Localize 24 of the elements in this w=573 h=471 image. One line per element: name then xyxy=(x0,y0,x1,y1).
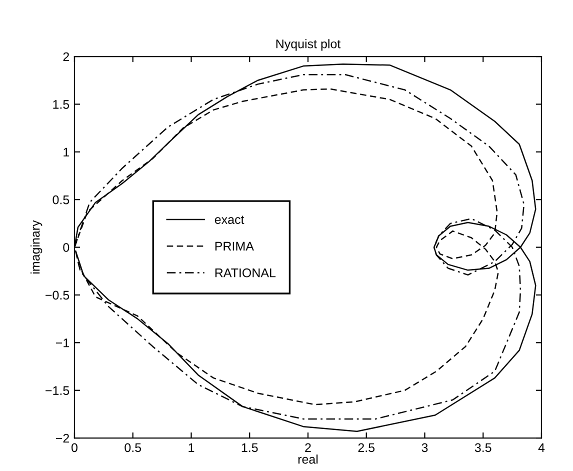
y-tick-label: 0.5 xyxy=(52,195,70,204)
y-tick-label: −1.5 xyxy=(46,386,70,395)
x-tick-label: 1 xyxy=(188,443,194,452)
x-tick-label: 2 xyxy=(305,443,311,452)
x-axis-title: real xyxy=(298,454,318,464)
x-tick-label: 1.5 xyxy=(242,443,258,452)
y-tick-label: 1.5 xyxy=(53,100,70,109)
legend-label: PRIMA xyxy=(215,242,254,251)
y-tick-label: 1 xyxy=(64,148,70,156)
x-tick-label: 0.5 xyxy=(124,443,142,452)
chart-title: Nyquist plot xyxy=(276,39,341,51)
x-tick-label: 4 xyxy=(538,443,545,452)
y-tick-label: −1 xyxy=(56,338,70,348)
y-tick-label: −0.5 xyxy=(46,290,70,300)
x-tick-label: 0 xyxy=(72,443,78,452)
y-tick-label: 2 xyxy=(63,52,69,62)
x-tick-label: 3.5 xyxy=(474,443,492,452)
y-tick-label: −2 xyxy=(56,434,69,443)
y-axis-title: imaginary xyxy=(30,220,42,274)
x-tick-label: 3 xyxy=(422,443,428,452)
y-tick-label: 0 xyxy=(63,243,70,252)
legend-label: RATIONAL xyxy=(215,268,276,278)
legend-label: exact xyxy=(214,216,244,224)
x-tick-label: 2.5 xyxy=(358,443,375,452)
